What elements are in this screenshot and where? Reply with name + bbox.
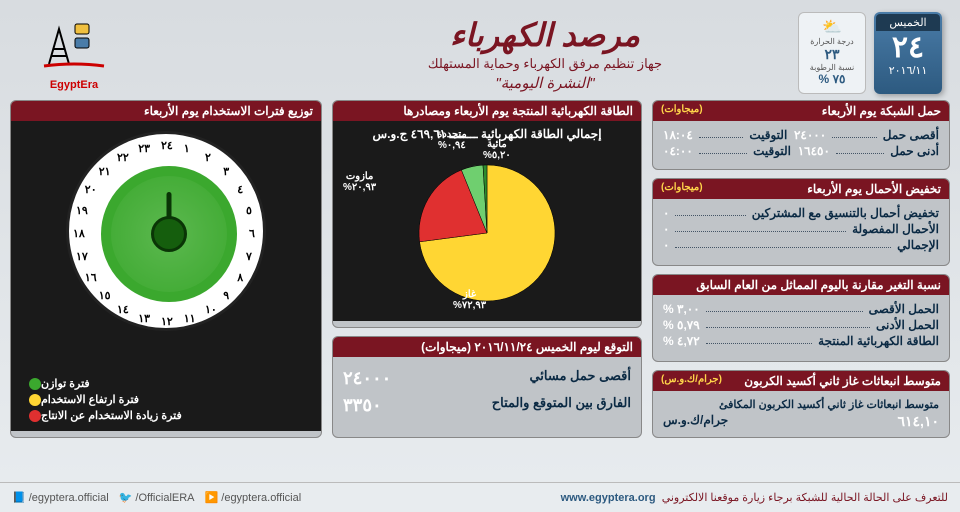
panel-load-reduction: تخفيض الأحمال يوم الأربعاء(ميجاوات) تخفي…: [652, 178, 950, 266]
panel-energy-pie: الطاقة الكهربائية المنتجة يوم الأربعاء و…: [332, 100, 642, 328]
weather-icon: ⛅: [803, 17, 861, 37]
subtitle: جهاز تنظيم مرفق الكهرباء وحماية المستهلك: [310, 56, 780, 72]
panel-carbon: متوسط انبعاثات غاز ثاني أكسيد الكربون(جر…: [652, 370, 950, 438]
panel-forecast: التوقع ليوم الخميس ٢٠١٦/١١/٢٤ (ميجاوات) …: [332, 336, 642, 438]
logo: EgyptEra: [28, 14, 120, 96]
panel-grid-load: حمل الشبكة يوم الأربعاء(ميجاوات) أقصى حم…: [652, 100, 950, 170]
day-number: ٢٤: [876, 31, 940, 64]
calendar-widget: الخميس ٢٤ ٢٠١٦/١١: [874, 12, 942, 94]
website-link[interactable]: www.egyptera.org: [561, 492, 656, 504]
panel-yoy-change: نسبة التغير مقارنة باليوم المماثل من الع…: [652, 274, 950, 362]
panel-usage-clock: توزيع فترات الاستخدام يوم الأربعاء ١٢٣٤٥…: [10, 100, 322, 438]
footer: للتعرف على الحالة الحالية للشبكة برجاء ز…: [0, 482, 960, 512]
clock-face: ١٢٣٤٥٦٧٨٩١٠١١١٢١٣١٤١٥١٦١٧١٨١٩٢٠٢١٢٢٢٣٢٤: [66, 131, 266, 331]
day-name: الخميس: [876, 14, 940, 31]
pie-chart: [409, 155, 565, 311]
date: ٢٠١٦/١١: [876, 64, 940, 77]
title-block: مرصد الكهرباء جهاز تنظيم مرفق الكهرباء و…: [310, 16, 780, 92]
daily-label: "النشرة اليومية": [310, 74, 780, 92]
clock-legend: فترة توازنفترة ارتفاع الاستخدامفترة زياد…: [21, 374, 311, 425]
logo-icon: [39, 14, 109, 74]
weather-widget: ⛅ درجة الحرارة ٢٣ نسبة الرطوبة ٧٥ %: [798, 12, 866, 94]
main-title: مرصد الكهرباء: [310, 16, 780, 54]
